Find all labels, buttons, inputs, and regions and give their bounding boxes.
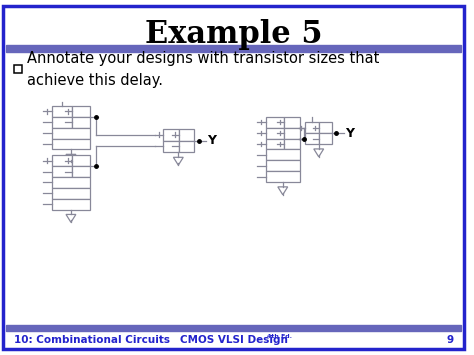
- Bar: [52, 199, 90, 209]
- Text: Y: Y: [345, 127, 354, 140]
- Text: Annotate your designs with transistor sizes that
achieve this delay.: Annotate your designs with transistor si…: [27, 51, 379, 88]
- Text: 10: Combinational Circuits: 10: Combinational Circuits: [14, 334, 170, 345]
- Polygon shape: [314, 149, 324, 157]
- Bar: [52, 166, 72, 177]
- Bar: [52, 155, 72, 166]
- Bar: [319, 122, 332, 133]
- Bar: [266, 149, 300, 160]
- Bar: [72, 117, 90, 128]
- Bar: [284, 117, 300, 128]
- Bar: [305, 122, 319, 133]
- Bar: [179, 129, 194, 141]
- Bar: [284, 138, 300, 149]
- Bar: [266, 160, 300, 171]
- Bar: [266, 117, 284, 128]
- Text: Y: Y: [207, 134, 216, 147]
- Polygon shape: [173, 157, 183, 165]
- Polygon shape: [66, 214, 76, 222]
- Bar: [72, 106, 90, 117]
- Bar: [163, 129, 179, 141]
- Bar: [52, 138, 90, 149]
- Bar: [72, 166, 90, 177]
- Bar: [6, 325, 461, 331]
- Bar: [52, 188, 90, 199]
- Polygon shape: [278, 187, 288, 195]
- Text: 9: 9: [446, 334, 453, 345]
- Bar: [52, 128, 90, 138]
- Bar: [319, 133, 332, 144]
- Bar: [52, 106, 72, 117]
- Bar: [284, 128, 300, 138]
- Bar: [6, 45, 461, 52]
- Text: CMOS VLSI Design: CMOS VLSI Design: [180, 334, 287, 345]
- Bar: [266, 171, 300, 182]
- Bar: [72, 155, 90, 166]
- Bar: [179, 141, 194, 152]
- Bar: [305, 133, 319, 144]
- Polygon shape: [66, 154, 76, 162]
- Text: 4th Ed.: 4th Ed.: [267, 334, 292, 339]
- Bar: [163, 141, 179, 152]
- Text: Example 5: Example 5: [145, 19, 322, 50]
- Bar: [14, 65, 22, 72]
- Bar: [266, 128, 284, 138]
- Bar: [52, 117, 72, 128]
- Bar: [266, 138, 284, 149]
- Bar: [52, 177, 90, 188]
